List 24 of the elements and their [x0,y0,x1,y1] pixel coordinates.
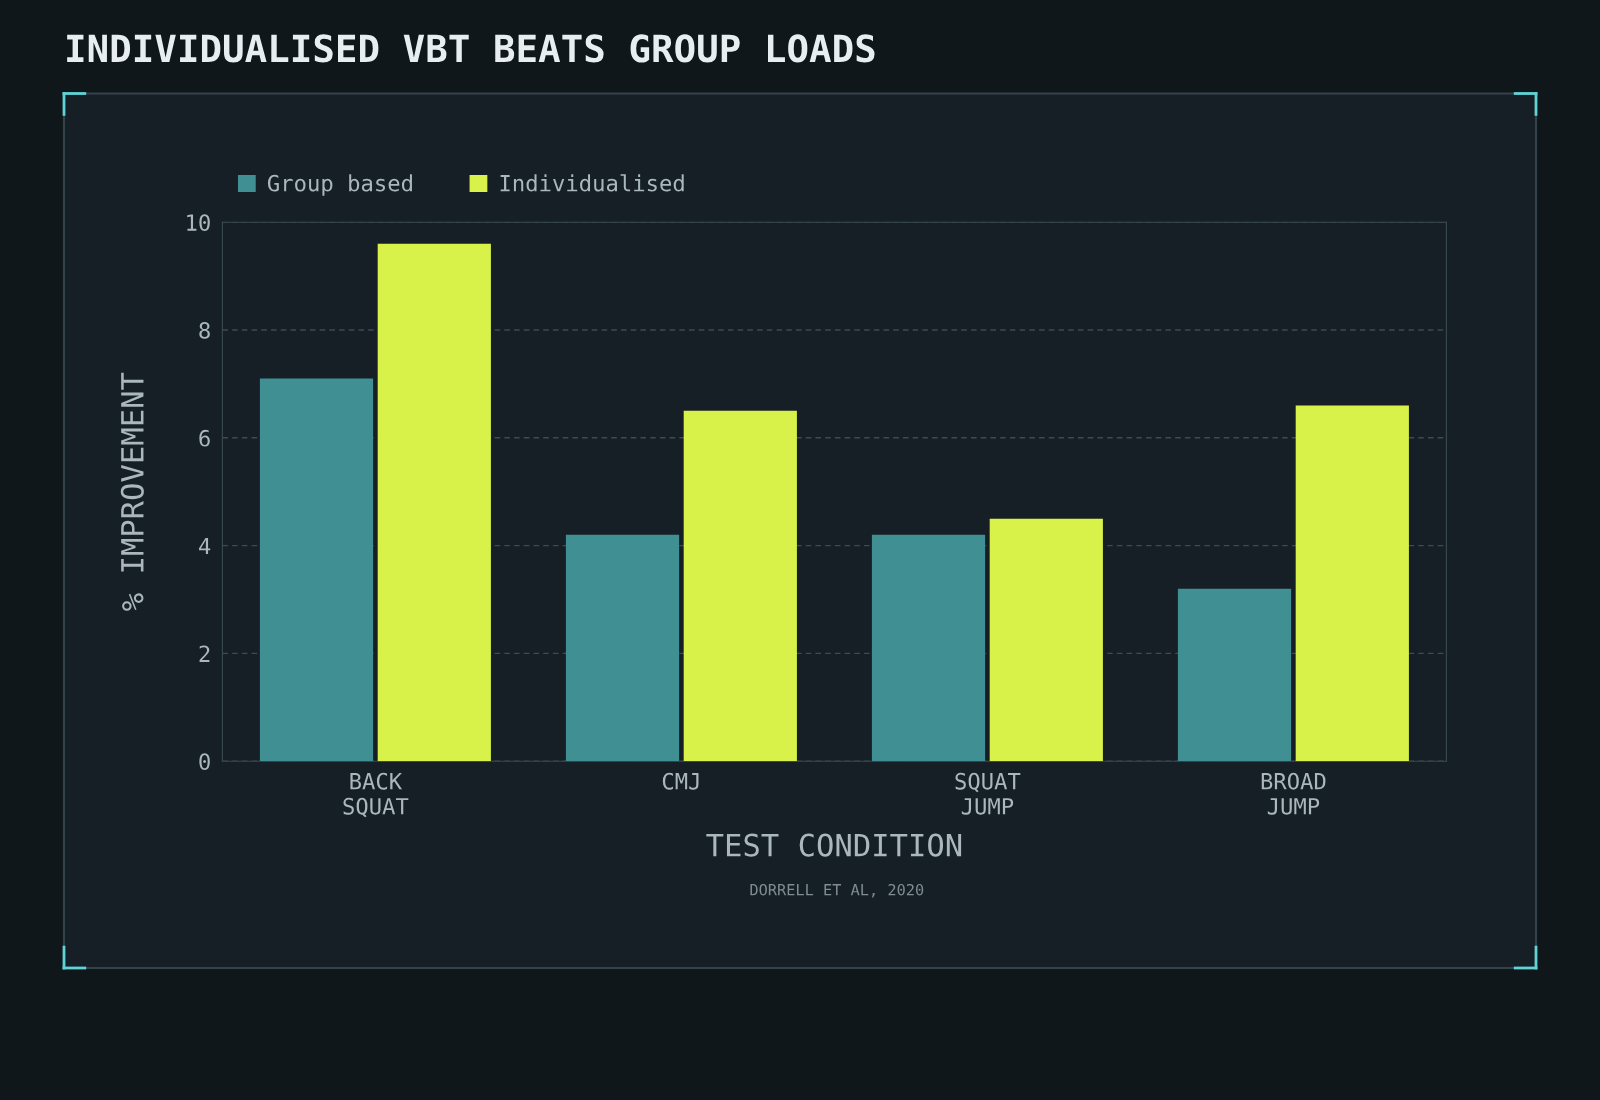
x-tick-label: CMJ [662,772,699,790]
bar [1177,588,1292,762]
y-tick-label: 4 [199,537,211,555]
bar [989,518,1103,762]
x-axis-title: TEST CONDITION [706,833,962,857]
bar [871,534,986,762]
bar [565,534,680,762]
chart-title: INDIVIDUALISED VBT BEATS GROUP LOADS [67,34,875,63]
bar [1295,405,1409,762]
text: DORRELL ET AL, 2020 [750,883,924,898]
y-axis-title: % IMPROVEMENT [120,372,144,611]
y-tick-label: 10 [187,214,210,232]
bar [259,378,374,762]
y-tick-label: 6 [199,429,210,447]
x-tick-label: BROAD JUMP [1261,772,1326,815]
y-tick-label: 0 [199,753,210,771]
legend-label: Group based [267,174,412,196]
legend-label: Individualised [500,174,684,192]
bar [683,410,797,762]
x-tick-label: BACK SQUAT [343,772,409,818]
y-tick-label: 2 [199,645,210,662]
bar [377,243,491,762]
x-tick-label: SQUAT JUMP [955,772,1021,815]
y-tick-label: 8 [199,322,210,339]
